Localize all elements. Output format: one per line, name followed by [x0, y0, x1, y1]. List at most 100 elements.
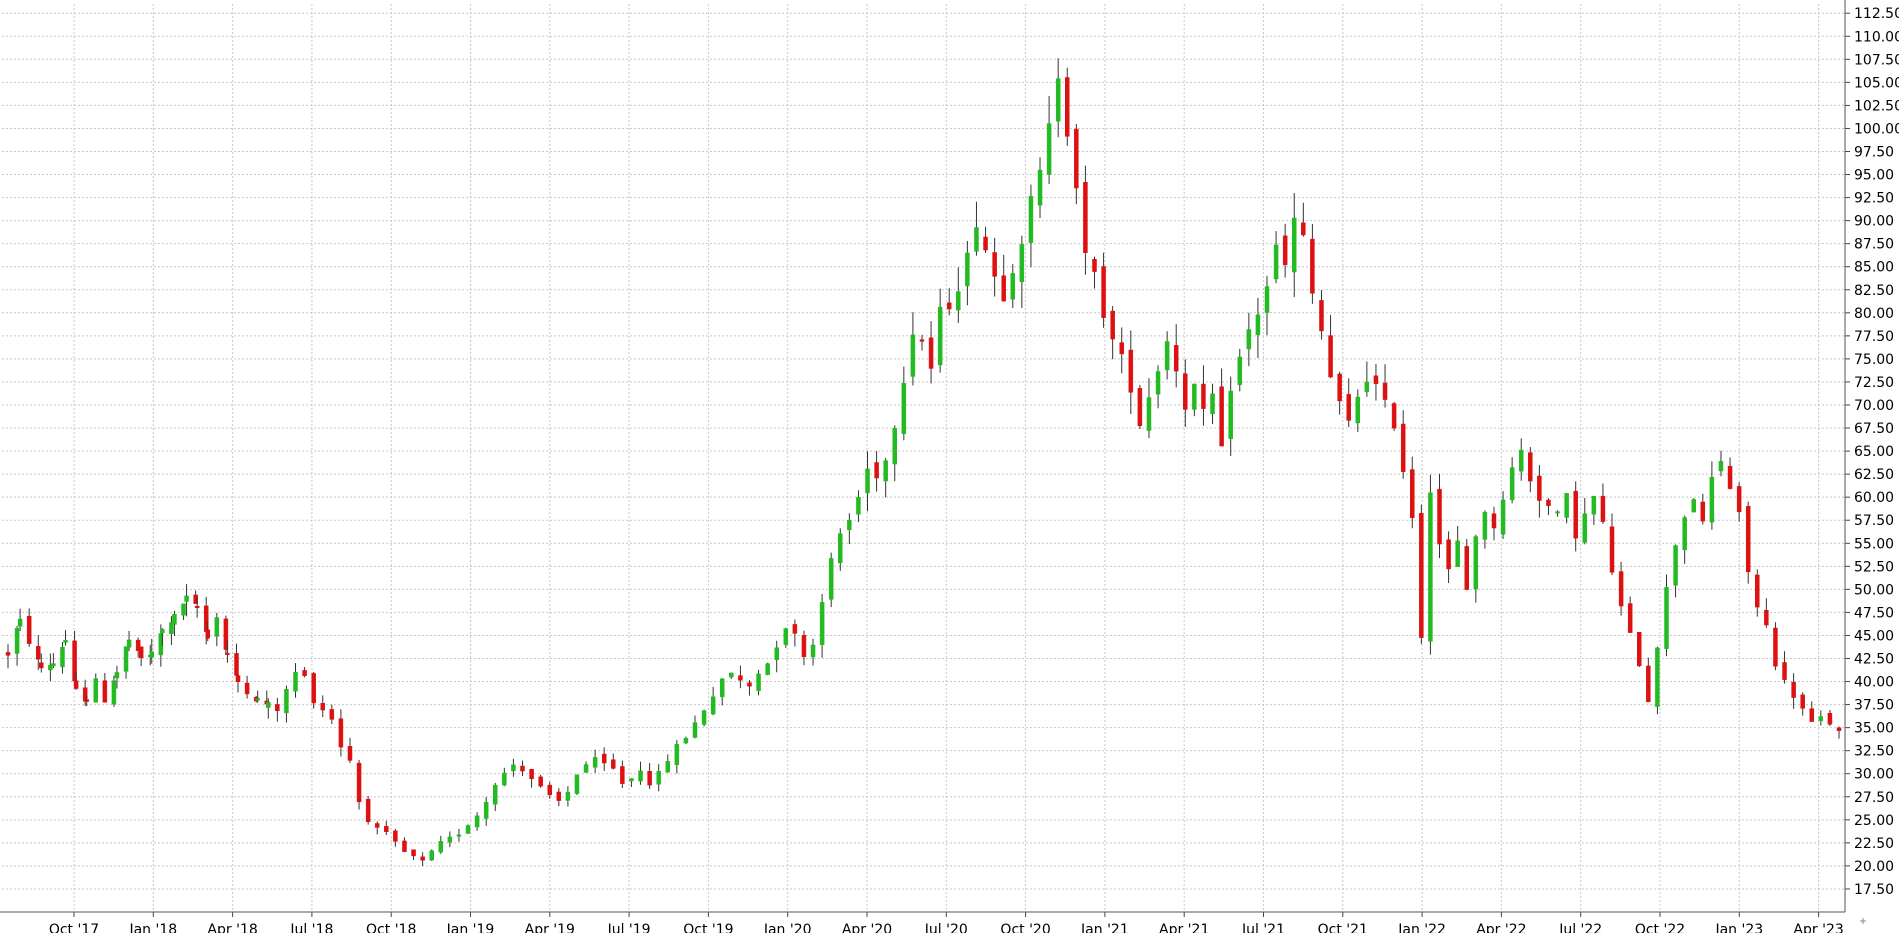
- y-tick-label: 57.50: [1854, 513, 1894, 529]
- candle-body: [583, 764, 589, 773]
- candle-body: [765, 663, 770, 675]
- candle-body: [347, 746, 353, 761]
- candle-body: [1364, 381, 1370, 392]
- candle-body: [225, 652, 230, 655]
- candle-body: [1010, 273, 1016, 300]
- candle-body: [883, 460, 888, 482]
- candle-body: [1482, 512, 1488, 540]
- y-tick-label: 40.00: [1854, 675, 1894, 691]
- candle-body: [93, 678, 99, 703]
- candle-body: [411, 849, 416, 857]
- candle-body: [48, 664, 53, 671]
- y-tick-label: 20.00: [1854, 859, 1894, 875]
- candle-body: [983, 236, 988, 251]
- y-tick-label: 112.50: [1854, 6, 1899, 22]
- candle-body: [320, 702, 326, 711]
- candle-body: [1591, 496, 1597, 515]
- candle-body: [60, 646, 65, 668]
- candle-body: [1764, 609, 1769, 626]
- candle-body: [17, 618, 23, 627]
- candle-body: [1282, 235, 1288, 266]
- candle-body: [1627, 603, 1633, 633]
- candle-body: [965, 252, 970, 287]
- candle-body: [565, 791, 571, 801]
- candle-body: [502, 772, 507, 786]
- candle-body: [1110, 310, 1115, 340]
- candle-body: [1219, 386, 1224, 447]
- candle-body: [1655, 647, 1660, 707]
- y-tick-label: 80.00: [1854, 306, 1894, 322]
- y-tick-label: 95.00: [1854, 168, 1894, 184]
- candle-body: [223, 618, 229, 650]
- candle-body: [493, 784, 498, 805]
- candle-body: [1745, 506, 1751, 573]
- candle-body: [1137, 388, 1143, 426]
- candle-body: [181, 603, 186, 616]
- y-tick-label: 85.00: [1854, 260, 1894, 276]
- candle-body: [1028, 196, 1034, 243]
- x-tick-label: Apr '23: [1793, 922, 1843, 933]
- candle-body: [810, 644, 816, 658]
- x-tick-label: Apr '19: [525, 922, 575, 933]
- candle-body: [1582, 513, 1588, 543]
- candle-body: [329, 709, 335, 720]
- candle-body: [701, 710, 707, 725]
- y-tick-label: 25.00: [1854, 813, 1894, 829]
- candle-body: [1092, 259, 1097, 272]
- candle-body: [865, 468, 870, 494]
- candle-body: [783, 628, 789, 645]
- candle-body: [738, 675, 743, 681]
- candle-body: [126, 639, 132, 648]
- candle-body: [620, 766, 625, 784]
- y-tick-label: 107.50: [1854, 52, 1899, 68]
- y-tick-label: 75.00: [1854, 352, 1894, 368]
- candle-body: [374, 823, 380, 828]
- candle-body: [892, 428, 897, 465]
- candle-body: [1192, 383, 1197, 410]
- candle-body: [63, 640, 68, 643]
- candle-body: [992, 252, 997, 277]
- candle-body: [1782, 662, 1787, 680]
- candle-body: [1046, 123, 1052, 175]
- candle-body: [438, 841, 444, 853]
- candle-body: [1319, 300, 1324, 332]
- candle-body: [1164, 341, 1170, 371]
- candle-body: [629, 778, 634, 782]
- y-tick-label: 70.00: [1854, 398, 1894, 414]
- candle-body: [39, 662, 44, 669]
- candle-body: [1473, 536, 1479, 590]
- candle-body: [123, 646, 129, 672]
- candle-body: [1509, 467, 1515, 501]
- x-tick-label: Jan '22: [1397, 922, 1446, 933]
- candle-body: [36, 646, 41, 660]
- candle-body: [1337, 373, 1342, 402]
- candle-body: [402, 840, 407, 852]
- candle-body: [1328, 335, 1333, 378]
- candle-body: [149, 651, 155, 658]
- candle-body: [429, 850, 434, 861]
- x-tick-label: Jul '22: [1558, 922, 1602, 933]
- candle-body: [1446, 539, 1451, 570]
- candle-body: [1037, 169, 1043, 206]
- candle-body: [5, 652, 11, 656]
- candle-body: [1083, 182, 1088, 253]
- candle-body: [838, 533, 843, 564]
- y-tick-label: 30.00: [1854, 767, 1894, 783]
- candle-body: [692, 722, 698, 738]
- candle-body: [1237, 356, 1243, 385]
- candle-body: [111, 680, 117, 705]
- candle-body: [520, 765, 525, 772]
- candle-body: [1791, 681, 1796, 698]
- y-tick-label: 17.50: [1854, 882, 1894, 898]
- candle-body: [393, 830, 398, 842]
- candle-body: [1391, 403, 1397, 429]
- candle-body: [51, 663, 56, 667]
- candle-body: [234, 653, 239, 676]
- candle-body: [235, 675, 241, 682]
- y-tick-label: 52.50: [1854, 559, 1894, 575]
- y-tick-label: 42.50: [1854, 651, 1894, 667]
- candle-body: [856, 497, 861, 515]
- y-tick-label: 37.50: [1854, 698, 1894, 714]
- candle-body: [1437, 488, 1442, 545]
- candle-body: [338, 718, 344, 748]
